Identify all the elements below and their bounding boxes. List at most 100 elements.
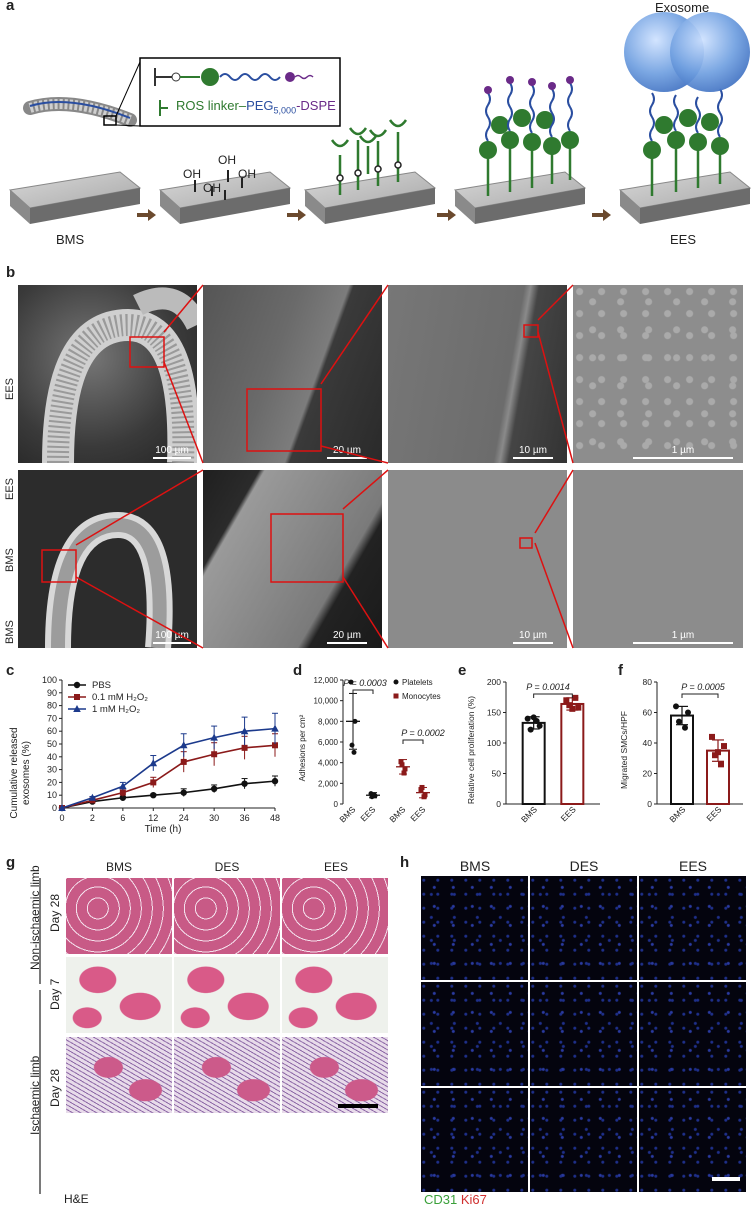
legend-platelets: Platelets xyxy=(402,678,433,687)
chart-f-point xyxy=(715,749,721,756)
chart-c-xtick-label: 30 xyxy=(209,813,219,823)
process-arrows xyxy=(137,209,611,221)
fluorescence-image xyxy=(530,982,637,1086)
chart-e-bar xyxy=(560,702,585,805)
adhesion-chart: Adhesions per cm² P = 0.0003 P = 0.0002 … xyxy=(298,676,445,824)
chart-c-point xyxy=(119,789,126,796)
panel-label-e: e xyxy=(458,662,467,679)
stent-icon xyxy=(23,61,141,127)
chart-c-point xyxy=(271,777,279,785)
g-row-day28-b: Day 28 xyxy=(48,1068,62,1107)
dspe-label: -DSPE xyxy=(296,98,336,113)
fluorescence-image xyxy=(639,876,746,980)
chart-f-point xyxy=(676,718,682,725)
chart-c-ytick-label: 90 xyxy=(47,688,57,698)
g-col-ees: EES xyxy=(323,860,348,874)
scalebar-label: 10 µm xyxy=(519,445,547,456)
sem-bms-10um: 10 µm xyxy=(388,470,567,648)
chart-c-point xyxy=(180,758,187,765)
he-image xyxy=(282,878,388,954)
chart-e-ytick-label: 0 xyxy=(496,799,501,809)
chart-c-legend-label: 1 mM H₂O₂ xyxy=(92,704,140,715)
panel-label-h: h xyxy=(400,854,410,871)
proliferation-chart: Relative cell proliferation (%) P = 0.00… xyxy=(466,677,600,824)
chart-d-p2: P = 0.0002 xyxy=(401,728,444,738)
sem-bms-100um: 100 µm xyxy=(18,470,197,648)
chart-f-point xyxy=(673,703,679,710)
chart-e-point xyxy=(530,714,537,721)
panel-label-b: b xyxy=(6,264,16,281)
chart-c-legend-label: PBS xyxy=(92,680,111,691)
ees-plate xyxy=(618,88,751,224)
chart-f-sig-bracket xyxy=(681,693,719,698)
sem-ees-100um: 100 µm xyxy=(18,285,197,463)
chart-c-xlabel: Time (h) xyxy=(145,824,182,835)
chart-e-point xyxy=(569,705,576,712)
cd31-label: CD31 xyxy=(424,1192,458,1207)
ros-linker-label: ROS linker– xyxy=(176,98,247,113)
chart-c-ytick-label: 0 xyxy=(52,803,57,813)
chart-d-xtick-label: BMS xyxy=(387,804,407,824)
chart-c-ylabel-1: Cumulative released xyxy=(9,727,20,818)
chart-f-point xyxy=(721,743,727,750)
chart-c-point xyxy=(272,742,278,749)
chart-f-ytick-label: 0 xyxy=(647,799,652,809)
he-image xyxy=(174,957,280,1033)
chart-f-bar xyxy=(670,714,694,805)
chart-c-point xyxy=(241,744,248,751)
exosome-label: Exosome xyxy=(655,0,709,15)
scalebar-label: 20 µm xyxy=(333,630,361,641)
chart-d-p1: P = 0.0003 xyxy=(343,678,386,688)
scalebar-label: 1 µm xyxy=(671,445,695,456)
chart-c-point xyxy=(149,759,158,767)
chart-d-point xyxy=(349,742,355,748)
chart-d-ylabel: Adhesions per cm² xyxy=(298,714,307,781)
chart-f-ytick-label: 20 xyxy=(643,769,653,779)
sem-ees-20um: 20 µm xyxy=(203,285,382,463)
legend-platelets-marker xyxy=(393,679,399,685)
h-col-bms: BMS xyxy=(459,858,491,874)
chart-d-xtick-label: EES xyxy=(358,804,377,823)
sem-bms-1um: 1 µm xyxy=(573,470,743,648)
chart-e-point xyxy=(536,722,543,729)
zoom-connector-lines xyxy=(75,284,574,649)
chart-c-ytick-label: 80 xyxy=(47,701,57,711)
legend-monocytes: Monocytes xyxy=(402,692,441,701)
chart-e-ylabel: Relative cell proliferation (%) xyxy=(466,696,476,804)
fluorescence-image xyxy=(421,982,528,1086)
he-image xyxy=(282,1037,388,1113)
fluorescence-image xyxy=(530,1088,637,1192)
scalebar-label: 1 µm xyxy=(671,630,695,641)
chart-c-xtick-label: 24 xyxy=(179,813,189,823)
he-image xyxy=(174,878,280,954)
chart-d-point xyxy=(348,679,354,685)
chart-c-point xyxy=(210,785,218,792)
chart-c-ytick-label: 40 xyxy=(47,752,57,762)
chart-e-ytick-label: 50 xyxy=(492,769,502,779)
chart-e-point xyxy=(575,704,582,711)
fluorescence-image xyxy=(421,876,528,980)
chart-d-point xyxy=(352,718,358,724)
chart-c-ylabel-2: exosomes (%) xyxy=(21,741,32,805)
oh-label-4: OH xyxy=(238,167,256,181)
he-image xyxy=(66,957,172,1033)
chart-d-point xyxy=(401,770,407,776)
chart-f-point xyxy=(718,761,724,768)
chart-f-ytick-label: 60 xyxy=(643,708,653,718)
hydroxyl-plate xyxy=(158,170,292,224)
fluorescence-image xyxy=(421,1088,528,1192)
h-col-des: DES xyxy=(569,858,599,874)
he-image xyxy=(282,957,388,1033)
oh-label-3: OH xyxy=(218,153,236,167)
g-col-des: DES xyxy=(214,860,240,874)
chart-c-xtick-label: 48 xyxy=(270,813,280,823)
chart-e-ytick-label: 200 xyxy=(487,677,501,687)
chart-f-xtick-label: EES xyxy=(704,804,723,823)
chart-c-point xyxy=(179,741,188,749)
chart-c-xtick-label: 36 xyxy=(240,813,250,823)
chart-c-ytick-label: 10 xyxy=(47,790,57,800)
chart-c-point xyxy=(271,724,279,732)
chart-c-ytick-label: 70 xyxy=(47,713,57,723)
ees-caption: EES xyxy=(670,232,696,247)
scalebar-label: 10 µm xyxy=(519,630,547,641)
